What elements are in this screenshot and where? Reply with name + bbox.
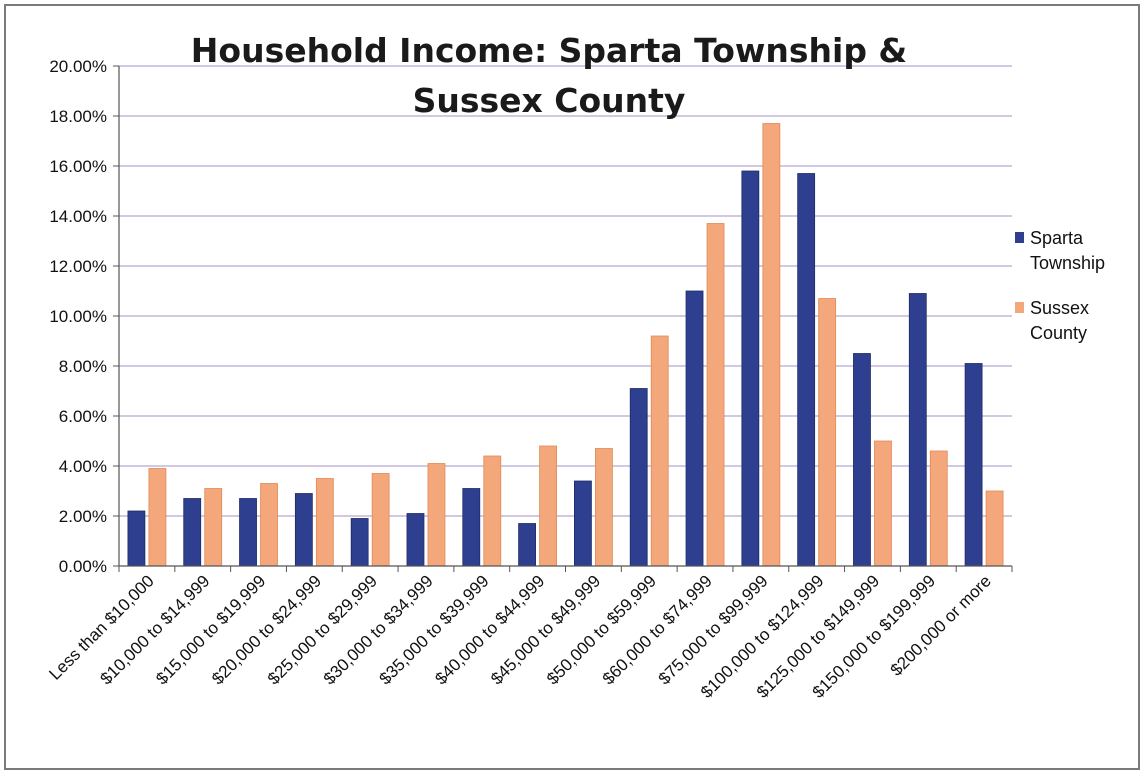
bar-sparta-4 — [350, 518, 369, 567]
bar-sussex-7 — [539, 445, 557, 567]
bar-sparta-8 — [574, 480, 592, 567]
legend-label: Sparta — [1030, 228, 1084, 248]
y-tick-label: 4.00% — [59, 457, 107, 476]
bar-sparta-14 — [908, 293, 927, 567]
y-tick-label: 8.00% — [59, 357, 107, 376]
bar-sussex-1 — [204, 488, 223, 567]
x-category-labels: Less than $10,000$10,000 to $14,999$15,0… — [45, 571, 995, 701]
x-category-label: $15,000 to $19,999 — [152, 571, 269, 688]
bar-sussex-5 — [427, 463, 446, 567]
bar-sparta-2 — [239, 498, 257, 567]
chart-title-line: Household Income: Sparta Township & — [191, 31, 907, 70]
bar-sussex-4 — [371, 473, 390, 567]
bar-sparta-15 — [964, 363, 983, 567]
bar-sussex-0 — [148, 468, 167, 567]
y-tick-label: 16.00% — [49, 157, 107, 176]
x-category-label: $40,000 to $44,999 — [431, 571, 548, 688]
legend-swatch — [1015, 302, 1024, 313]
x-category-label: $60,000 to $74,999 — [599, 571, 716, 688]
bar-sussex-2 — [260, 483, 278, 567]
y-tick-label: 0.00% — [59, 557, 107, 576]
x-category-label: $200,000 or more — [887, 571, 995, 679]
axes — [113, 65, 1013, 572]
x-category-label: $45,000 to $49,999 — [487, 571, 604, 688]
y-tick-label: 12.00% — [49, 257, 107, 276]
y-tick-label: 18.00% — [49, 107, 107, 126]
legend-label: Township — [1030, 253, 1105, 273]
y-tick-label: 6.00% — [59, 407, 107, 426]
bar-sussex-15 — [985, 490, 1004, 567]
y-tick-label: 10.00% — [49, 307, 107, 326]
x-category-label: $30,000 to $34,999 — [320, 571, 437, 688]
legend-label: County — [1030, 323, 1087, 343]
bar-sparta-7 — [518, 523, 536, 567]
x-category-label: $50,000 to $59,999 — [543, 571, 660, 688]
legend-swatch — [1015, 232, 1024, 243]
bar-sparta-11 — [741, 170, 760, 567]
bar-sparta-12 — [797, 173, 816, 567]
bar-sparta-13 — [853, 353, 871, 567]
bar-sussex-10 — [706, 223, 725, 567]
bar-sussex-12 — [818, 298, 837, 567]
bar-sparta-6 — [462, 488, 481, 567]
bar-sussex-11 — [762, 123, 781, 567]
bar-sussex-14 — [929, 450, 948, 567]
x-category-label: $25,000 to $29,999 — [264, 571, 381, 688]
y-tick-labels: 0.00% 2.00% 4.00% 6.00% 8.00% 10.00% 12.00% 14.… — [49, 57, 107, 576]
chart-svg: 0.00% 2.00% 4.00% 6.00% 8.00% 10.00% 12.00% 14.… — [45, 31, 1105, 702]
y-tick-label: 2.00% — [59, 507, 107, 526]
bar-sparta-10 — [685, 290, 704, 567]
bar-sparta-9 — [629, 388, 648, 567]
y-tick-label: 20.00% — [49, 57, 107, 76]
bar-sparta-5 — [406, 513, 425, 567]
bar-sparta-1 — [183, 498, 202, 567]
bar-sussex-9 — [650, 335, 669, 567]
legend: Sparta Township Sussex County — [1015, 228, 1105, 343]
bar-sussex-3 — [315, 478, 334, 567]
x-category-label: Less than $10,000 — [45, 571, 157, 683]
chart-title-line: Sussex County — [413, 81, 686, 120]
bars — [127, 123, 1004, 567]
legend-label: Sussex — [1030, 298, 1089, 318]
x-category-label: $35,000 to $39,999 — [376, 571, 493, 688]
bar-sparta-3 — [294, 493, 313, 567]
bar-sussex-8 — [595, 448, 613, 567]
x-category-label: $10,000 to $14,999 — [96, 571, 213, 688]
bar-sussex-6 — [483, 455, 502, 567]
y-tick-label: 14.00% — [49, 207, 107, 226]
bar-sparta-0 — [127, 510, 146, 567]
chart-title: Household Income: Sparta Township & Susse… — [191, 31, 907, 120]
x-category-label: $75,000 to $99,999 — [655, 571, 772, 688]
gridlines — [119, 65, 1012, 517]
x-category-label: $20,000 to $24,999 — [208, 571, 325, 688]
chart-frame: 0.00% 2.00% 4.00% 6.00% 8.00% 10.00% 12.00% 14.… — [4, 4, 1140, 770]
bar-sussex-13 — [874, 440, 892, 567]
